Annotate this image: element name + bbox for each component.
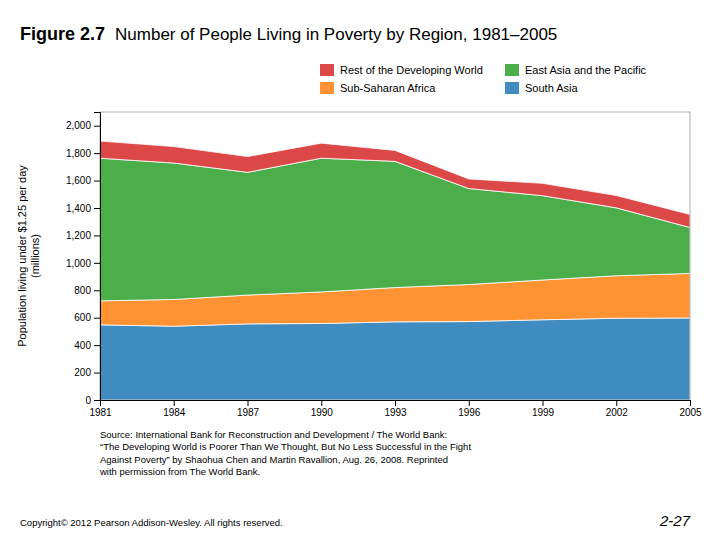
x-tick-mark <box>321 400 322 406</box>
legend-label: Rest of the Developing World <box>340 64 483 76</box>
y-axis-title-line: (millions) <box>29 234 41 278</box>
area <box>100 158 690 301</box>
y-tick: 1,600 <box>66 175 100 186</box>
subtitle: Number of People Living in Poverty by Re… <box>115 25 557 44</box>
x-tick-mark <box>469 400 470 406</box>
area <box>100 141 690 227</box>
x-tick-label: 1984 <box>163 407 186 418</box>
legend-swatch <box>505 64 519 76</box>
x-tick: 2002 <box>606 400 629 418</box>
y-tick: 1,000 <box>66 258 100 269</box>
x-tick-label: 1999 <box>532 407 555 418</box>
y-axis-line <box>94 113 101 401</box>
legend-swatch <box>320 82 334 94</box>
y-tick: 1,200 <box>66 230 100 241</box>
x-tick-label: 1987 <box>237 407 260 418</box>
legend-label: Sub-Saharan Africa <box>340 82 436 94</box>
source-note: Source: International Bank for Reconstru… <box>99 429 471 477</box>
y-axis-title: Population living under $1.25 per day(mi… <box>16 165 41 347</box>
y-tick-mark <box>94 126 100 127</box>
legend-swatch <box>505 82 519 94</box>
y-tick-label: 800 <box>74 285 91 296</box>
y-tick-label: 1,400 <box>66 203 91 214</box>
y-tick-label: 1,800 <box>66 148 91 159</box>
x-tick: 1993 <box>384 400 407 418</box>
y-tick: 400 <box>74 340 100 351</box>
y-tick: 600 <box>74 312 100 323</box>
y-tick-label: 2,000 <box>66 120 91 131</box>
x-tick-mark <box>616 400 617 406</box>
y-tick-mark <box>94 345 100 346</box>
y-tick-mark <box>94 373 100 374</box>
y-tick-label: 600 <box>74 312 91 323</box>
source-note-line: with permission from The World Bank. <box>99 466 260 477</box>
y-tick-label: 200 <box>74 367 91 378</box>
source-note-line: “The Developing World is Poorer Than We … <box>100 441 471 452</box>
x-tick: 1987 <box>237 400 260 418</box>
source-note-line: Against Poverty” by Shaohua Chen and Mar… <box>100 454 448 465</box>
legend-label: East Asia and the Pacific <box>525 64 647 76</box>
legend-swatch <box>320 64 334 76</box>
x-tick: 1984 <box>163 400 186 418</box>
x-tick-mark <box>395 400 396 406</box>
legend-item: Rest of the Developing World <box>320 64 483 76</box>
x-tick-label: 2002 <box>606 407 629 418</box>
x-tick-label: 1996 <box>458 407 481 418</box>
x-tick-mark <box>690 400 691 406</box>
y-tick-mark <box>94 400 100 401</box>
x-tick: 1996 <box>458 400 481 418</box>
y-tick-mark <box>94 318 100 319</box>
x-tick: 1990 <box>311 400 334 418</box>
legend-label: South Asia <box>525 82 578 94</box>
y-tick-mark <box>94 263 100 264</box>
x-tick-mark <box>543 400 544 406</box>
x-tick: 1981 <box>89 400 112 418</box>
page-number: 2-27 <box>659 512 691 529</box>
y-tick-label: 0 <box>85 395 91 406</box>
y-tick-label: 1,600 <box>66 175 91 186</box>
y-tick: 1,800 <box>66 148 100 159</box>
plot-frame <box>100 112 690 400</box>
y-tick: 2,000 <box>66 120 100 131</box>
y-tick-label: 400 <box>74 340 91 351</box>
y-tick: 0 <box>85 395 100 406</box>
legend: Rest of the Developing World East Asia an… <box>320 64 647 94</box>
y-tick: 200 <box>74 367 100 378</box>
y-tick: 800 <box>74 285 100 296</box>
y-tick-mark <box>94 153 100 154</box>
legend-item: Sub-Saharan Africa <box>320 82 436 94</box>
x-tick-label: 1981 <box>89 407 112 418</box>
chart: Figure 2.7 Number of People Living in Pov… <box>0 0 720 540</box>
y-tick-mark <box>94 290 100 291</box>
x-tick-label: 2005 <box>679 407 702 418</box>
x-tick-mark <box>174 400 175 406</box>
x-tick-mark <box>248 400 249 406</box>
areas <box>100 141 690 400</box>
y-tick-label: 1,000 <box>66 258 91 269</box>
plot: 1981 1984 1987 1990 1993 1996 1999 2002 2005 0 200… <box>66 112 702 418</box>
area <box>100 318 690 400</box>
source-note-line: Source: International Bank for Reconstru… <box>100 429 447 440</box>
y-tick-label: 1,200 <box>66 230 91 241</box>
x-tick-label: 1993 <box>384 407 407 418</box>
y-axis: 0 200 400 600 800 1,000 1,200 1,400 1,600 1,800 2,… <box>66 113 101 406</box>
y-tick-mark <box>94 181 100 182</box>
x-tick-label: 1990 <box>311 407 334 418</box>
x-tick: 1999 <box>532 400 555 418</box>
x-tick: 2005 <box>679 400 702 418</box>
y-tick-mark <box>94 235 100 236</box>
y-tick-mark <box>94 208 100 209</box>
y-axis-title-line: Population living under $1.25 per day <box>16 165 28 347</box>
legend-item: East Asia and the Pacific <box>505 64 647 76</box>
copyright-note: Copyright© 2012 Pearson Addison-Wesley. … <box>20 517 283 528</box>
x-axis: 1981 1984 1987 1990 1993 1996 1999 2002 2005 <box>89 400 702 418</box>
y-tick: 1,400 <box>66 203 100 214</box>
legend-item: South Asia <box>505 82 578 94</box>
title: Figure 2.7 <box>20 24 105 44</box>
x-axis-line <box>101 401 691 407</box>
